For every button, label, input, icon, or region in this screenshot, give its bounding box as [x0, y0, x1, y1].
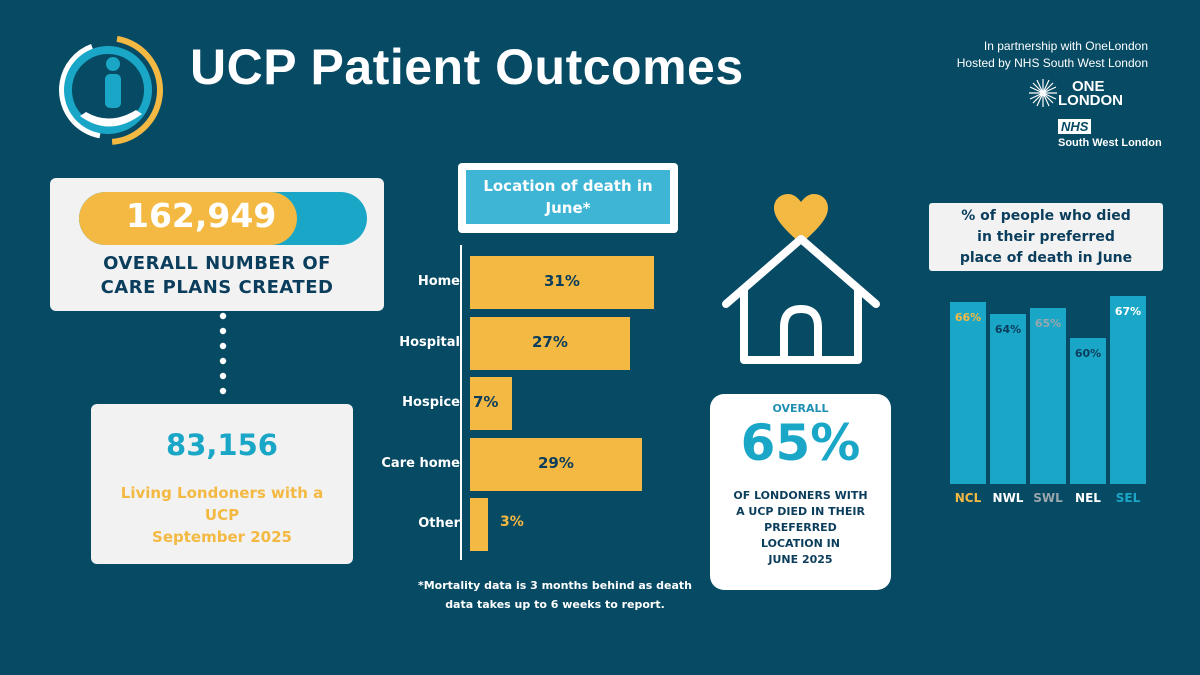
- location-bar-hospital: [470, 317, 630, 370]
- location-value-care-home: 29%: [538, 454, 574, 472]
- preferred-value-swl: 65%: [1034, 317, 1062, 330]
- overall-line3: PREFERRED: [764, 521, 837, 534]
- hosted-line: Hosted by NHS South West London: [956, 56, 1148, 70]
- care-plans-pill-fill: [79, 192, 297, 245]
- preferred-bar-sel: [1110, 296, 1146, 484]
- partnership-text: In partnership with OneLondon Hosted by …: [957, 38, 1148, 72]
- preferred-chart-title: % of people who died in their preferred …: [929, 203, 1163, 271]
- location-category-other: Other: [418, 516, 460, 531]
- footnote-line2: data takes up to 6 weeks to report.: [445, 598, 665, 611]
- location-bar-care-home: [470, 438, 642, 491]
- location-chart-title: Location of death in June*: [466, 170, 670, 224]
- location-bar-hospice: [470, 377, 512, 430]
- ucp-logo: [53, 35, 163, 145]
- overall-value: 65%: [740, 414, 861, 472]
- onelondon-line1: ONE: [1072, 78, 1105, 95]
- care-plans-label-line1: OVERALL NUMBER OF: [103, 253, 331, 274]
- house-heart-icon: [722, 194, 880, 364]
- preferred-value-sel: 67%: [1114, 305, 1142, 318]
- page-title: UCP Patient Outcomes: [190, 39, 744, 95]
- location-category-care-home: Care home: [381, 456, 460, 471]
- preferred-category-ncl: NCL: [954, 491, 982, 505]
- overall-line5: JUNE 2025: [768, 553, 833, 566]
- preferred-category-nel: NEL: [1075, 491, 1101, 505]
- overall-card: [710, 394, 891, 590]
- preferred-category-sel: SEL: [1115, 491, 1141, 505]
- footnote-line1: *Mortality data is 3 months behind as de…: [417, 579, 693, 592]
- preferred-bar-ncl: [950, 302, 986, 484]
- mortality-footnote: *Mortality data is 3 months behind as de…: [405, 576, 705, 614]
- preferred-category-swl: SWL: [1033, 491, 1063, 505]
- location-value-home: 31%: [544, 272, 580, 290]
- partnership-line: In partnership with OneLondon: [983, 39, 1148, 53]
- living-label-line1: Living Londoners with a: [120, 484, 324, 502]
- overall-heading: OVERALL: [772, 402, 829, 415]
- location-value-hospice: 7%: [473, 393, 499, 411]
- preferred-value-ncl: 66%: [954, 311, 982, 324]
- preferred-title-line1: % of people who died: [961, 207, 1131, 224]
- preferred-bar-swl: [1030, 308, 1066, 484]
- preferred-bar-nwl: [990, 314, 1026, 484]
- onelondon-starburst-icon: [1029, 79, 1057, 107]
- care-plans-pill: [79, 192, 367, 245]
- preferred-value-nel: 60%: [1074, 347, 1102, 360]
- location-category-hospital: Hospital: [399, 335, 460, 350]
- preferred-category-nwl: NWL: [992, 491, 1024, 505]
- living-londoners-card: [91, 404, 353, 564]
- connector-dots: [219, 312, 227, 395]
- location-value-other: 3%: [500, 514, 524, 530]
- overall-line1: OF LONDONERS WITH: [733, 489, 868, 502]
- living-londoners-label: Living Londoners with a UCP September 20…: [91, 482, 353, 548]
- location-bar-home: [470, 256, 654, 309]
- preferred-title-line3: place of death in June: [959, 249, 1133, 266]
- overall-label: OF LONDONERS WITH A UCP DIED IN THEIR PR…: [710, 488, 891, 568]
- nhs-org-name: South West London: [1058, 137, 1162, 149]
- living-label-line3: September 2025: [152, 528, 292, 546]
- preferred-title-line2: in their preferred: [977, 228, 1115, 245]
- care-plans-label: OVERALL NUMBER OF CARE PLANS CREATED: [50, 252, 384, 300]
- preferred-value-nwl: 64%: [994, 323, 1022, 336]
- preferred-bar-nel: [1070, 338, 1106, 484]
- onelondon-line2: LONDON: [1058, 92, 1123, 109]
- overall-line4: LOCATION IN: [761, 537, 840, 550]
- location-bar-other: [470, 498, 488, 551]
- care-plans-label-line2: CARE PLANS CREATED: [100, 277, 334, 298]
- living-londoners-value: 83,156: [166, 428, 278, 462]
- location-category-home: Home: [417, 274, 460, 289]
- onelondon-logo: ONE LONDON: [1058, 78, 1123, 109]
- nhs-logo: NHS: [1058, 119, 1092, 134]
- care-plans-value: 162,949: [126, 196, 277, 235]
- overall-line2: A UCP DIED IN THEIR: [736, 505, 865, 518]
- location-category-hospice: Hospice: [402, 395, 460, 410]
- location-value-hospital: 27%: [532, 333, 568, 351]
- location-chart-axis: [460, 245, 462, 560]
- living-label-line2: UCP: [204, 506, 240, 524]
